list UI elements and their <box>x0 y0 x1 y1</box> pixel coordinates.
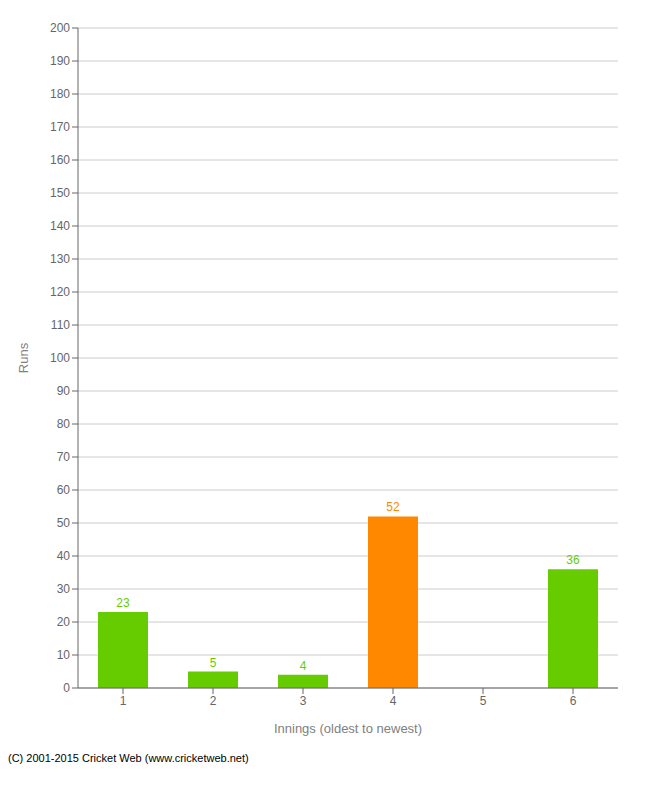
svg-text:Runs: Runs <box>16 342 31 373</box>
svg-text:100: 100 <box>50 351 70 365</box>
svg-text:150: 150 <box>50 186 70 200</box>
svg-text:80: 80 <box>57 417 71 431</box>
svg-text:180: 180 <box>50 87 70 101</box>
svg-text:190: 190 <box>50 54 70 68</box>
svg-text:40: 40 <box>57 549 71 563</box>
svg-text:120: 120 <box>50 285 70 299</box>
svg-text:52: 52 <box>386 500 400 514</box>
svg-text:23: 23 <box>116 596 130 610</box>
svg-text:3: 3 <box>300 694 307 708</box>
svg-text:Innings (oldest to newest): Innings (oldest to newest) <box>274 721 422 736</box>
svg-text:1: 1 <box>120 694 127 708</box>
svg-text:60: 60 <box>57 483 71 497</box>
svg-text:36: 36 <box>566 553 580 567</box>
svg-text:200: 200 <box>50 21 70 35</box>
svg-text:5: 5 <box>210 656 217 670</box>
svg-text:90: 90 <box>57 384 71 398</box>
svg-text:130: 130 <box>50 252 70 266</box>
svg-text:70: 70 <box>57 450 71 464</box>
html-text:(C) 2001-2015 Cricket Web (www: (C) 2001-2015 Cricket Web (www.cricketwe… <box>8 752 249 764</box>
svg-text:110: 110 <box>51 318 70 332</box>
svg-text:4: 4 <box>390 694 397 708</box>
svg-text:50: 50 <box>57 516 71 530</box>
svg-text:10: 10 <box>57 648 71 662</box>
svg-text:4: 4 <box>300 659 307 673</box>
svg-text:0: 0 <box>63 681 70 695</box>
svg-text:20: 20 <box>57 615 71 629</box>
svg-text:5: 5 <box>480 694 487 708</box>
svg-text:160: 160 <box>50 153 70 167</box>
svg-text:30: 30 <box>57 582 71 596</box>
svg-text:2: 2 <box>210 694 217 708</box>
svg-text:6: 6 <box>570 694 577 708</box>
svg-text:170: 170 <box>50 120 70 134</box>
svg-text:140: 140 <box>50 219 70 233</box>
